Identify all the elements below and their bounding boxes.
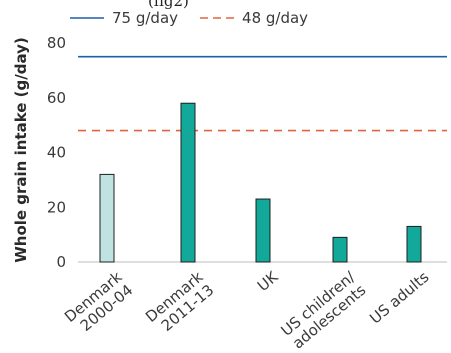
legend: 75 g/day 48 g/day [70, 9, 308, 27]
bar [332, 236, 348, 263]
x-tick-label: US adults [366, 268, 432, 328]
reference-lines [78, 55, 447, 132]
bar [180, 102, 196, 263]
y-tick-label: 20 [47, 198, 66, 216]
bar [99, 173, 115, 263]
bar [255, 198, 271, 263]
x-tick-label: Denmark2011-13 [142, 268, 218, 339]
legend-label: 48 g/day [242, 9, 308, 27]
y-axis-ticks: 0 20 40 60 80 [47, 34, 66, 271]
y-tick-label: 60 [47, 89, 66, 107]
x-tick-label: UK [254, 267, 282, 295]
x-tick-label: US children/adolescents [278, 267, 371, 353]
y-tick-label: 40 [47, 144, 66, 162]
top-text-fragment: (fig2) [148, 0, 189, 10]
y-tick-label: 80 [47, 34, 66, 52]
bars [99, 102, 422, 263]
x-tick-label: Denmark2000-04 [61, 268, 137, 339]
legend-label: 75 g/day [112, 9, 178, 27]
y-axis-title: Whole grain intake (g/day) [12, 37, 30, 263]
bar [406, 225, 422, 263]
y-tick-label: 0 [56, 253, 66, 271]
